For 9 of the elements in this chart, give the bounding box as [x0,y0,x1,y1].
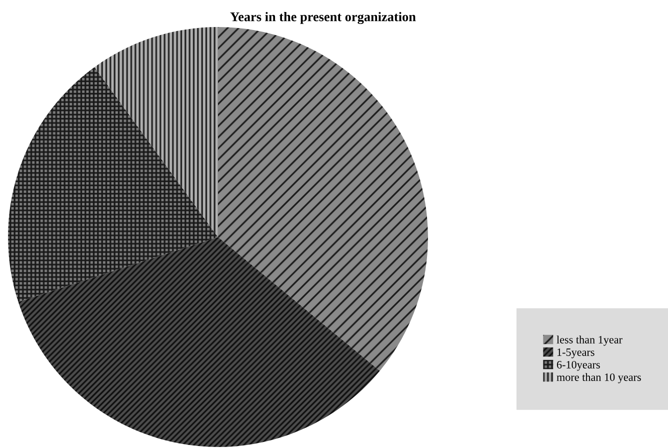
chart-title: Years in the present organization [230,12,416,24]
pie-slice [218,27,428,371]
pie-slice [8,67,218,302]
legend-label: 6-10years [556,360,600,371]
legend-label: more than 10 years [556,373,641,384]
pie-slice [94,27,218,237]
legend-label: less than 1year [556,336,622,346]
pie-slice [18,237,380,447]
legend-label: 1-5years [557,348,594,358]
